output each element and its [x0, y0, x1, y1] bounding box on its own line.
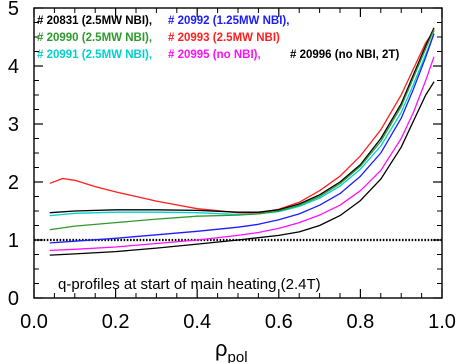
- legend-entry-2-2: # 20996 (no NBI, 2T): [290, 49, 399, 61]
- series-line-6: [49, 81, 435, 256]
- y-tick-label-0: 0: [8, 288, 19, 310]
- y-tick-label-2: 2: [8, 172, 19, 194]
- legend-entry-0-0: # 20831 (2.5MW NBI),: [37, 15, 152, 27]
- legend-entry-1-1: # 20993 (2.5MW NBI): [168, 32, 280, 44]
- x-axis-label: ρpol: [215, 336, 248, 363]
- x-tick-label-3: 0.6: [265, 311, 293, 333]
- x-tick-label-1: 0.2: [102, 311, 130, 333]
- series-line-2: [49, 33, 435, 217]
- legend-entry-2-0: # 20991 (2.5MW NBI),: [37, 49, 152, 61]
- annotation-text: q-profiles at start of main heating (2.4…: [58, 276, 321, 293]
- legend-entry-2-1: # 20995 (no NBI),: [168, 49, 261, 61]
- series-line-1: [49, 27, 435, 214]
- x-axis-label-subscript: pol: [228, 349, 248, 363]
- y-tick-label-3: 3: [8, 114, 19, 136]
- series-line-4: [49, 33, 435, 244]
- x-tick-label-0: 0.0: [20, 311, 48, 333]
- x-axis-label-main: ρ: [215, 336, 228, 361]
- x-tick-label-2: 0.4: [183, 311, 211, 333]
- y-tick-label-1: 1: [8, 230, 19, 252]
- series-line-5: [49, 56, 435, 252]
- y-tick-label-5: 5: [8, 0, 19, 20]
- y-tick-label-4: 4: [8, 56, 19, 78]
- x-tick-label-4: 0.8: [346, 311, 374, 333]
- x-tick-label-5: 1.0: [428, 311, 456, 333]
- legend-entry-1-0: # 20990 (2.5MW NBI),: [37, 32, 152, 44]
- legend-entry-0-1: # 20992 (1.25MW NBI),: [168, 15, 289, 27]
- series-line-3: [49, 29, 435, 231]
